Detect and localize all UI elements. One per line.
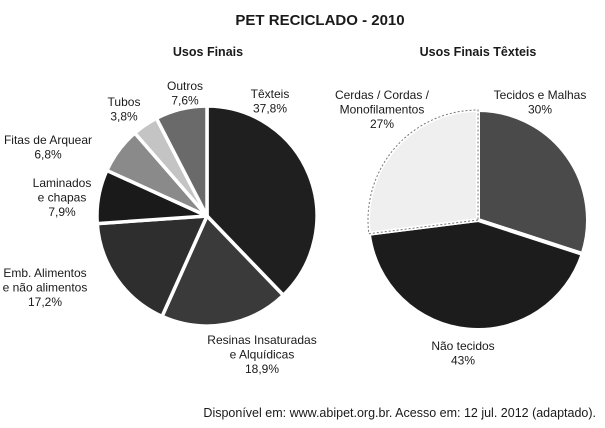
label-texteis: Têxteis 37,8% (251, 87, 290, 116)
label-tecidos-e-malhas: Tecidos e Malhas 30% (494, 88, 587, 117)
slice-emb-alimentos-e-nao-alimentos (95, 214, 209, 319)
slice-outros (154, 104, 209, 218)
label-outros: Outros 7,6% (167, 79, 203, 108)
label-fitas-de-arquear: Fitas de Arquear 6,8% (4, 133, 92, 162)
label-tubos: Tubos 3,8% (108, 95, 141, 124)
slice-nao-tecidos (366, 218, 585, 332)
label-resinas-insaturadas-e-alquidicas: Resinas Insaturadas e Alquídicas 18,9% (207, 333, 316, 376)
label-laminados-e-chapas: Laminados e chapas 7,9% (33, 176, 92, 219)
label-cerdas-cordas-monofilamentos: Cerdas / Cordas / Monofilamentos 27% (335, 88, 430, 131)
pie1-labels: Têxteis 37,8% Resinas Insaturadas e Alquídi… (3, 79, 317, 376)
main-title: PET RECICLADO - 2010 (235, 12, 404, 29)
label-emb-alimentos-e-nao-alimentos: Emb. Alimentos e não alimentos 17,2% (3, 266, 88, 309)
slice-tecidos-e-malhas (476, 108, 590, 256)
slice-resinas-insaturadas-e-alquidicas (160, 214, 286, 328)
source-note: Disponível em: www.abipet.org.br. Acesso… (203, 406, 596, 420)
slice-outline-cerdas-cordas-monofilamentos (367, 109, 479, 235)
label-nao-tecidos: Não tecidos 43% (431, 339, 494, 368)
pie-usos-finais (95, 104, 319, 328)
pie2-labels: Tecidos e Malhas 30% Não tecidos 43% Cerdas … (335, 88, 586, 368)
pie1-title: Usos Finais (173, 45, 243, 59)
pie-usos-finais-texteis (366, 108, 590, 332)
slice-texteis (205, 104, 319, 297)
pie2-title: Usos Finais Têxteis (420, 45, 537, 59)
